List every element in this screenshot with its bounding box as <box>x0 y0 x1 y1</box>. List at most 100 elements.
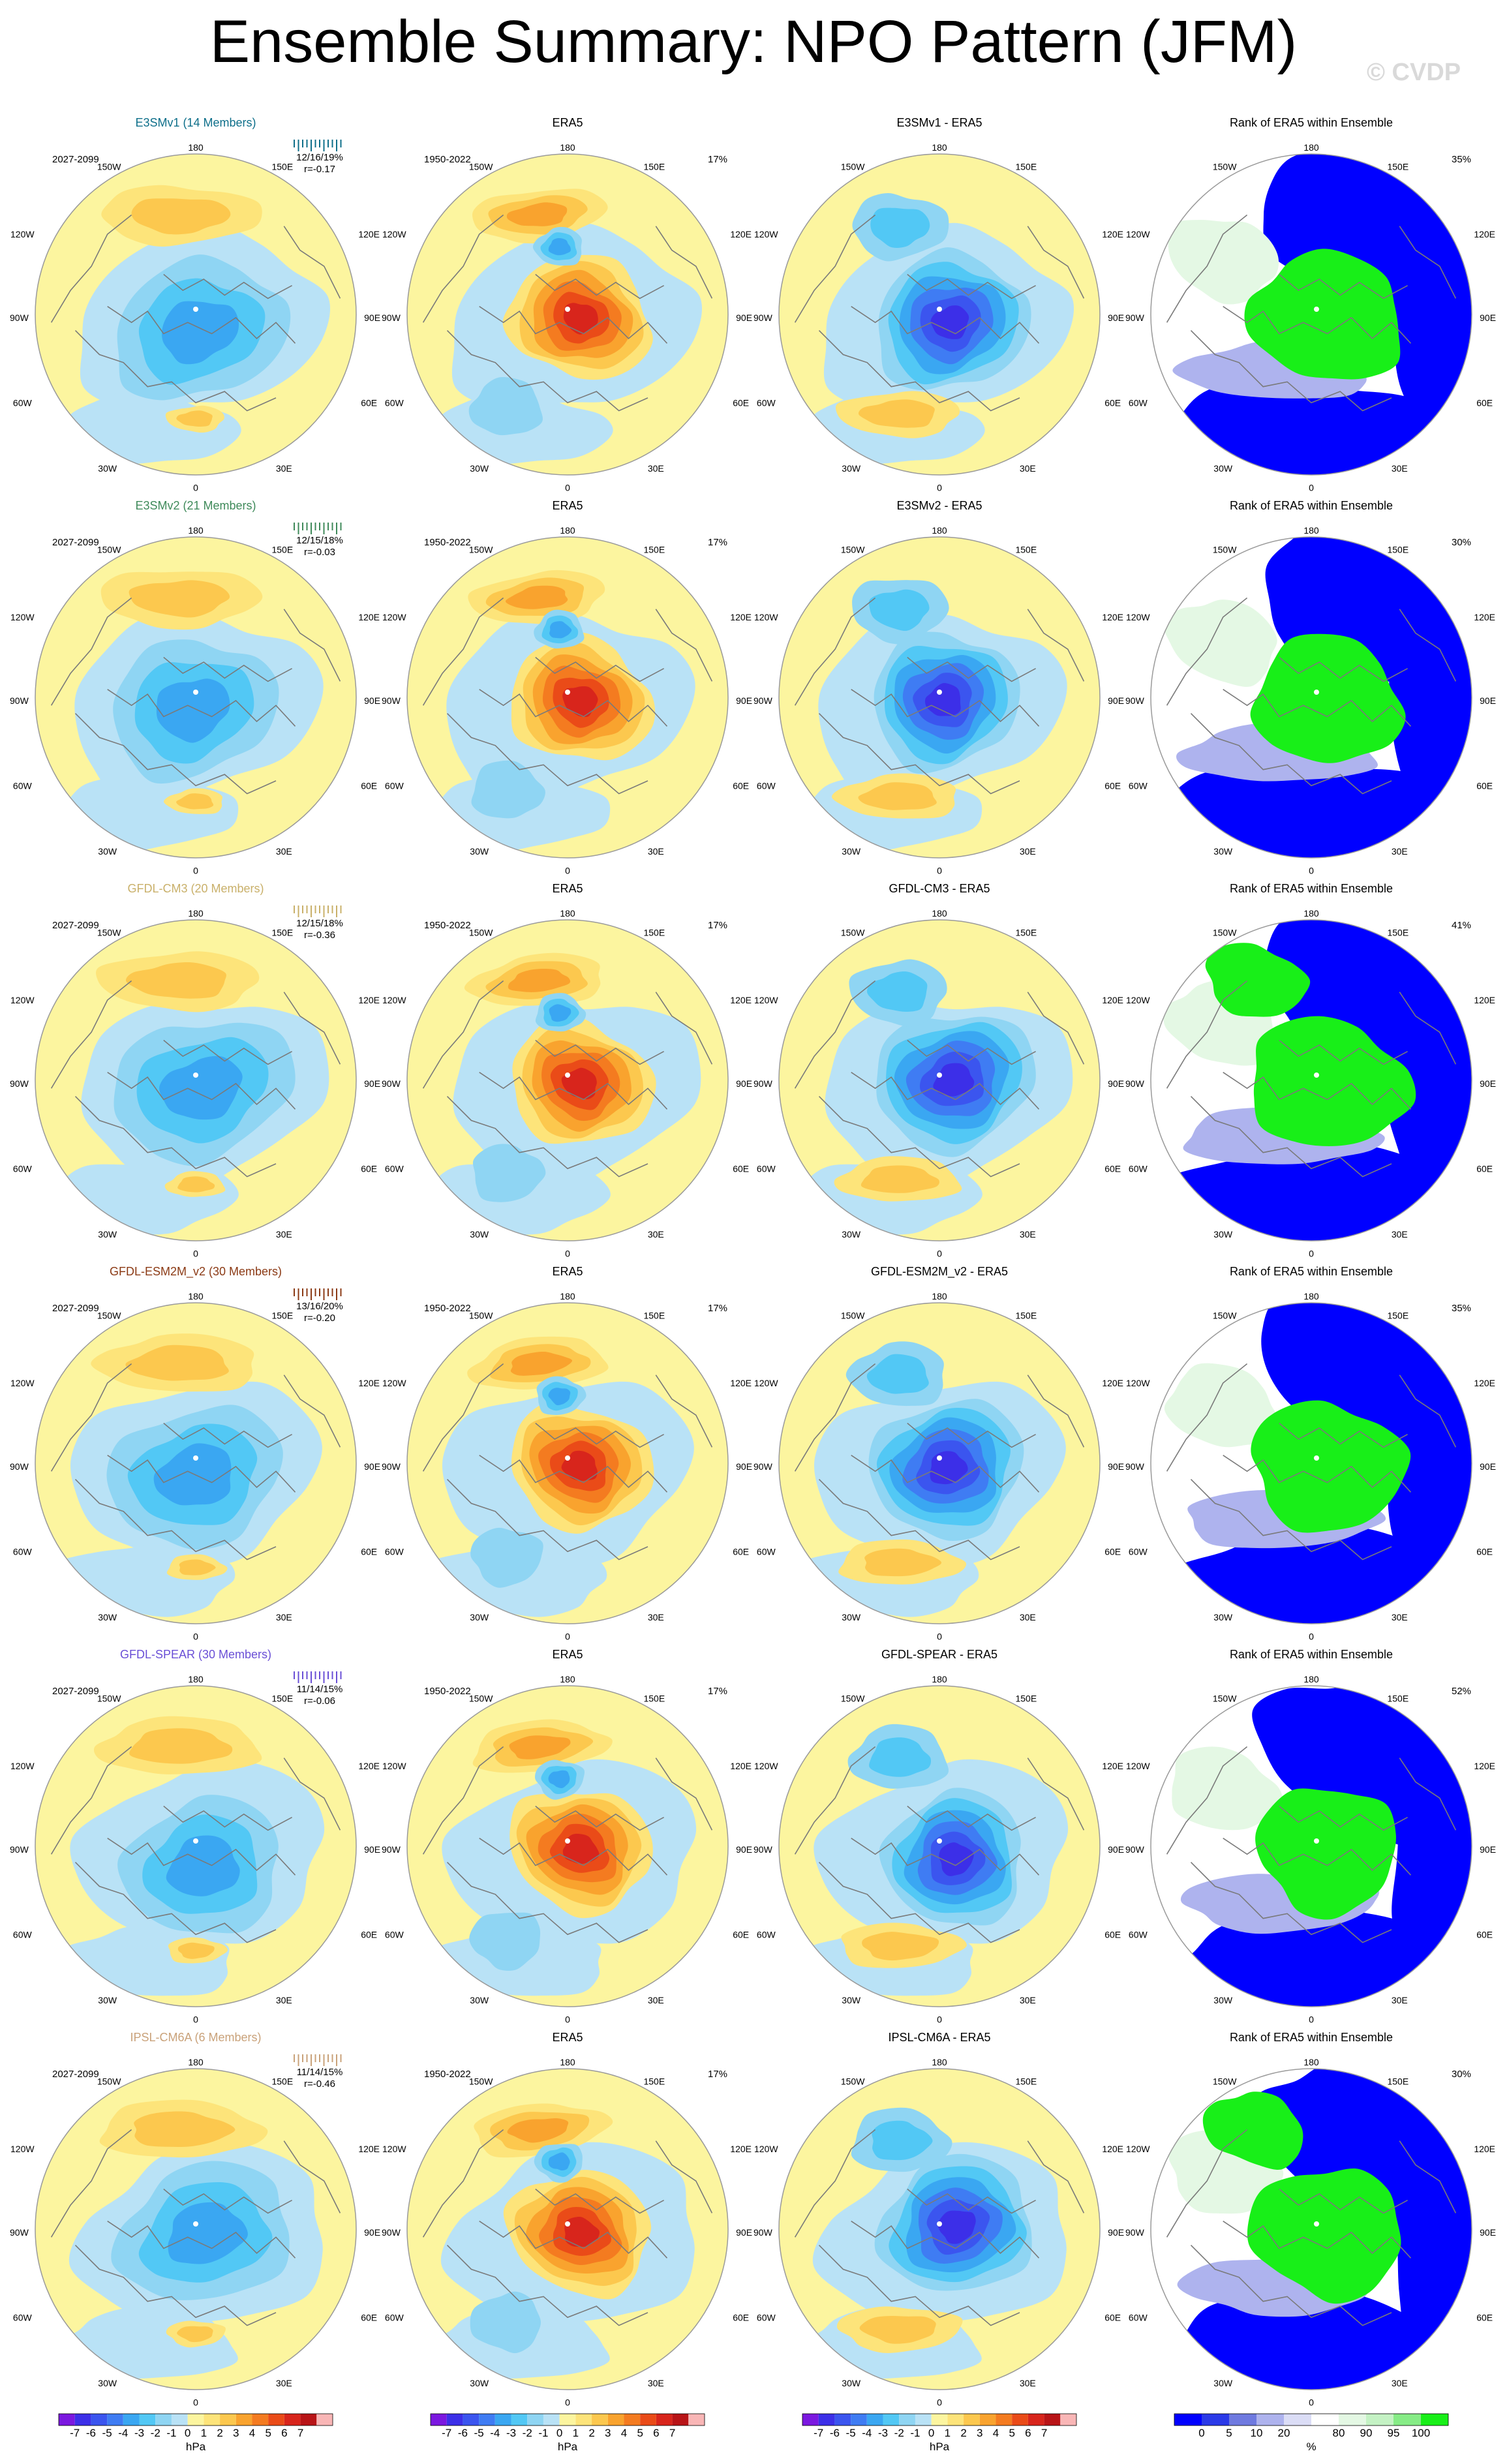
panel-coastline <box>1223 1455 1412 1493</box>
high-north-level-2 <box>505 585 568 609</box>
obs-years: 1950-2022 <box>424 1686 471 1697</box>
panel-coastline <box>655 992 713 1065</box>
colorbar-tick-label: 5 <box>265 2427 271 2439</box>
rank-low-region <box>1394 2122 1472 2365</box>
lon-label-ll: 30W <box>98 1995 117 2005</box>
lon-label-r1: 120E <box>1474 1378 1495 1388</box>
map-border <box>35 1685 357 2007</box>
member-tick <box>319 140 320 147</box>
colorbar-tick-label: 90 <box>1360 2427 1373 2439</box>
lon-label-bottom: 0 <box>565 866 570 876</box>
colorbar-tick-label: 5 <box>637 2427 643 2439</box>
panel-gfdl-cm3-col3: 180 150W 150E 120W 120E 90W 90E 60W 60E 30W 30E 0 GF… <box>754 882 1124 1259</box>
high-north-level-2 <box>510 1351 573 1376</box>
obs-title: ERA5 <box>552 116 583 129</box>
member-tick <box>340 1288 342 1296</box>
lon-label-ll: 30W <box>842 463 861 474</box>
panel-coastline <box>1166 1363 1248 1472</box>
colorbar-tick-label: 2 <box>960 2427 966 2439</box>
lon-label-ur: 150E <box>643 928 665 938</box>
lon-label-r3: 60E <box>733 1546 749 1557</box>
panel-gfdl-esm2m_v2-col1: 180 150W 150E 120W 120E 90W 90E 60W 60E 30W 30E 0 GF… <box>10 1265 380 1642</box>
member-tick <box>336 2054 337 2066</box>
lon-label-r1: 120E <box>1474 995 1495 1005</box>
member-tick <box>319 2054 320 2062</box>
map-content <box>35 1303 356 1624</box>
panel-coastline <box>1399 609 1457 682</box>
lon-label-r3: 60E <box>1476 397 1493 408</box>
panel-coastline <box>283 609 341 682</box>
lon-label-ll: 30W <box>1213 1995 1233 2005</box>
lon-label-r2: 90E <box>364 1461 380 1472</box>
lon-label-r3: 60E <box>1104 1163 1121 1174</box>
colorbar-tick-label: -5 <box>102 2427 112 2439</box>
panel-e3smv2-col2: 180 150W 150E 120W 120E 90W 90E 60W 60E 30W 30E 0 ER… <box>382 499 752 876</box>
lon-label-l2: 90W <box>382 695 401 706</box>
colorbar-tick-label: 6 <box>281 2427 287 2439</box>
lon-label-top: 180 <box>560 1674 575 1684</box>
member-tick <box>327 905 329 913</box>
map-content <box>1151 154 1472 475</box>
member-tick <box>319 1288 320 1296</box>
panel-coastline <box>107 689 296 727</box>
member-tick <box>297 905 299 917</box>
panel-coastline <box>1027 1375 1085 1448</box>
lon-label-lr: 30E <box>1392 463 1408 474</box>
panel-coastline <box>74 1862 277 1943</box>
colorbar-swatch <box>964 2414 980 2426</box>
panel-coastline <box>1223 1072 1412 1110</box>
lon-label-ll: 30W <box>98 846 117 857</box>
lon-label-ur: 150E <box>643 1694 665 1704</box>
lon-label-r3: 60E <box>1104 2312 1121 2322</box>
colorbar-tick-label: 20 <box>1278 2427 1290 2439</box>
panel-coastline <box>535 1422 664 1448</box>
rank-title: Rank of ERA5 within Ensemble <box>1230 116 1393 129</box>
colorbar-tick-label: 2 <box>217 2427 222 2439</box>
map-content <box>779 537 1100 858</box>
colorbar-swatch <box>1366 2414 1393 2426</box>
panel-coastline <box>1027 2140 1085 2213</box>
map-content <box>1151 1686 1472 2007</box>
lon-label-l1: 120W <box>754 1761 778 1771</box>
lon-label-bottom: 0 <box>193 483 198 493</box>
panel-coastline <box>163 1039 292 1065</box>
lon-label-r2: 90E <box>736 695 752 706</box>
colorbar-tick-label: -1 <box>910 2427 920 2439</box>
lon-label-ul: 150W <box>469 928 493 938</box>
lon-label-l1: 120W <box>10 1761 35 1771</box>
lon-label-l3: 60W <box>385 1546 404 1557</box>
lon-label-lr: 30E <box>648 846 664 857</box>
lon-label-lr: 30E <box>276 1612 292 1622</box>
rank-title: Rank of ERA5 within Ensemble <box>1230 1648 1393 1661</box>
lon-label-r3: 60E <box>1104 1929 1121 1939</box>
colorbar-swatch <box>479 2414 495 2426</box>
map-border <box>778 1685 1101 2007</box>
variance-pct: 17% <box>708 2069 727 2080</box>
lon-label-lr: 30E <box>276 463 292 474</box>
lon-label-l1: 120W <box>1126 2144 1150 2154</box>
rank-high-region <box>1247 2168 1401 2304</box>
pole-marker <box>193 1455 198 1461</box>
low-south-level-0 <box>470 2291 541 2354</box>
high-south-level-1 <box>177 1176 215 1193</box>
lon-label-ul: 150W <box>841 928 865 938</box>
lon-label-l2: 90W <box>754 2227 773 2238</box>
panel-coastline <box>74 330 277 412</box>
panel-coastline <box>851 2221 1040 2259</box>
lon-label-top: 180 <box>560 2057 575 2067</box>
diff-title: GFDL-ESM2M_v2 - ERA5 <box>871 1265 1008 1279</box>
colorbar-swatch <box>1229 2414 1256 2426</box>
member-tick <box>297 1671 299 1683</box>
rank-low-region <box>1392 221 1472 463</box>
lon-label-ur: 150E <box>271 1694 293 1704</box>
member-tick <box>331 140 333 147</box>
panel-coastline <box>535 273 664 299</box>
panel-coastline <box>1027 609 1085 682</box>
colorbar-frame <box>1174 2413 1449 2426</box>
panel-coastline <box>1223 1838 1412 1876</box>
model-years: 2027-2099 <box>52 1686 99 1697</box>
lon-label-ur: 150E <box>643 162 665 172</box>
colorbar-swatch <box>979 2414 996 2426</box>
lon-label-top: 180 <box>932 1674 947 1684</box>
lon-label-l1: 120W <box>10 229 35 239</box>
